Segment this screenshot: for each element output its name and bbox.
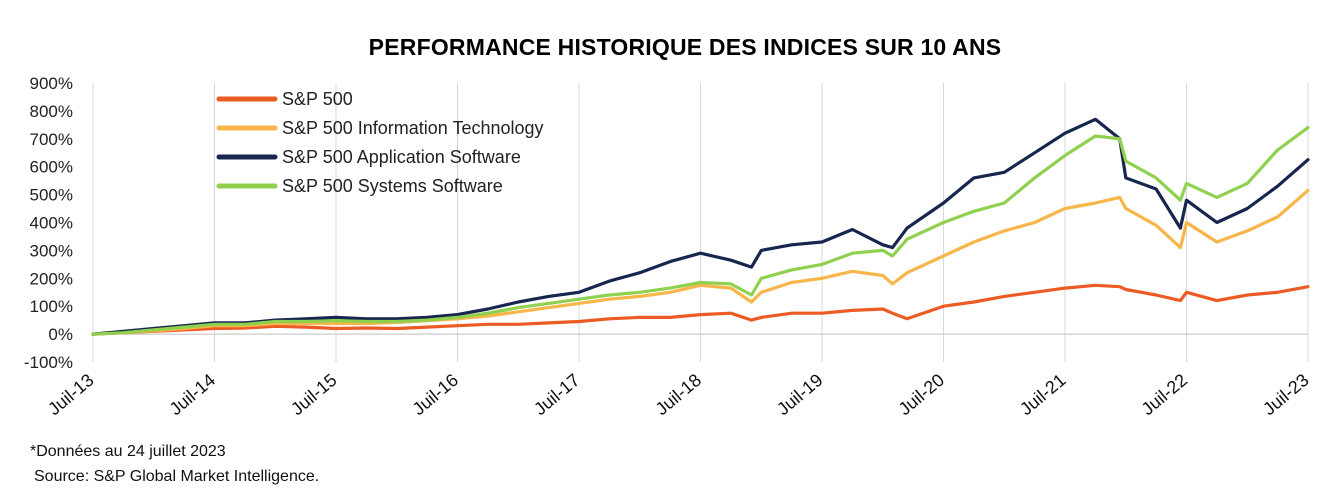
series-lines	[91, 117, 1310, 336]
legend-label: S&P 500 Information Technology	[282, 118, 544, 138]
legend: S&P 500 S&P 500 Information Technology S&P…	[216, 89, 544, 196]
x-tick-label: Juil-22	[1138, 370, 1191, 419]
y-tick-label: 300%	[30, 241, 73, 260]
data-date-note: *Données au 24 juillet 2023	[30, 443, 226, 460]
legend-label: S&P 500 Application Software	[282, 147, 521, 167]
chart-title: PERFORMANCE HISTORIQUE DES INDICES SUR 1…	[368, 34, 1002, 60]
y-tick-label: 600%	[30, 158, 73, 177]
x-tick-label: Juil-13	[44, 370, 97, 419]
x-tick-label: Juil-20	[895, 370, 948, 419]
y-tick-label: 100%	[30, 297, 73, 316]
x-tick-label: Juil-21	[1016, 370, 1069, 419]
y-tick-label: 700%	[30, 130, 73, 149]
y-tick-label: 500%	[30, 186, 73, 205]
y-axis-ticks: -100% 0% 100% 200% 300% 400% 500% 600% 700% 800% 9…	[24, 74, 73, 372]
y-tick-label: 0%	[48, 325, 73, 344]
x-tick-label: Juil-16	[409, 370, 462, 419]
x-tick-label: Juil-23	[1259, 370, 1312, 419]
x-axis-ticks: Juil-13 Juil-14 Juil-15 Juil-16 Juil-17 Juil-…	[44, 370, 1312, 419]
y-tick-label: 400%	[30, 214, 73, 233]
y-tick-label: 200%	[30, 269, 73, 288]
x-tick-label: Juil-19	[773, 370, 826, 419]
series-line-1	[91, 188, 1310, 336]
x-tick-label: Juil-18	[652, 370, 705, 419]
x-tick-label: Juil-17	[530, 370, 583, 419]
y-tick-label: -100%	[24, 353, 73, 372]
y-tick-label: 800%	[30, 102, 73, 121]
x-tick-label: Juil-15	[287, 370, 340, 419]
legend-label: S&P 500 Systems Software	[282, 176, 503, 196]
series-line-3	[91, 125, 1310, 336]
source-note: Source: S&P Global Market Intelligence.	[34, 468, 320, 485]
y-tick-label: 900%	[30, 74, 73, 93]
x-tick-label: Juil-14	[166, 370, 219, 419]
series-line-0	[91, 283, 1310, 336]
series-line-2	[91, 117, 1310, 336]
legend-label: S&P 500	[282, 89, 353, 109]
